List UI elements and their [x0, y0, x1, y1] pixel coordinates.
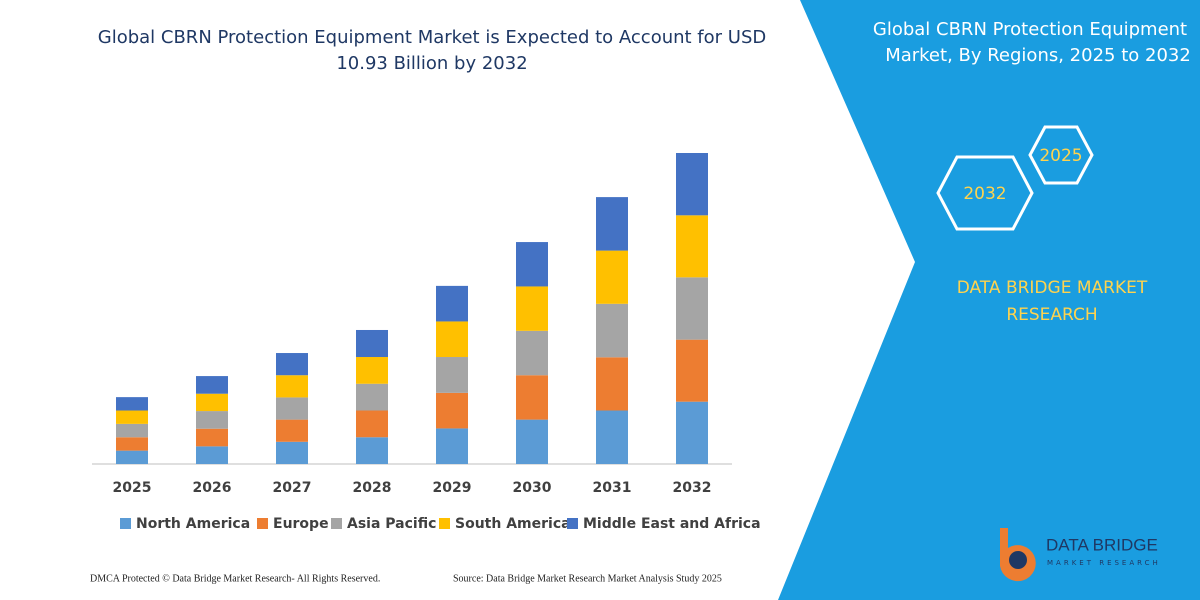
x-tick-label: 2026 [193, 480, 232, 496]
x-tick-label: 2029 [433, 480, 472, 496]
brand-text: RESEARCH [1006, 305, 1097, 325]
bar-segment [596, 250, 628, 304]
bar-segment [356, 437, 388, 464]
bar-segment [276, 441, 308, 464]
x-tick-label: 2031 [593, 480, 632, 496]
bar-segment [516, 242, 548, 287]
bar-segment [196, 446, 228, 464]
hexagon [1028, 125, 1094, 185]
bar-segment [516, 419, 548, 464]
bar-segment [196, 376, 228, 394]
legend-label: North America [136, 516, 250, 532]
legend-label: South America [455, 516, 571, 532]
bar-segment [116, 437, 148, 451]
bar-segment [436, 285, 468, 322]
legend-swatch [567, 518, 578, 529]
bar-segment [596, 410, 628, 464]
bar-segment [436, 357, 468, 393]
blue-panel [778, 0, 1200, 600]
bar-segment [116, 397, 148, 411]
panel-title: Market, By Regions, 2025 to 2032 [885, 45, 1191, 66]
x-tick-label: 2025 [113, 480, 152, 496]
bar-segment [116, 423, 148, 438]
legend-swatch [331, 518, 342, 529]
bar-segment [356, 357, 388, 384]
bar-segment [356, 410, 388, 438]
hexagon-label: 2032 [963, 184, 1006, 204]
bar-segment [276, 397, 308, 420]
bar-segment [356, 383, 388, 411]
bar-segment [676, 339, 708, 402]
bar-segment [676, 215, 708, 278]
x-tick-label: 2028 [353, 480, 392, 496]
bar-segment [516, 375, 548, 420]
bar-segment [116, 450, 148, 464]
brand-text: DATA BRIDGE MARKET [957, 278, 1148, 298]
logo: DATA BRIDGE MARKET RESEARCH [1000, 528, 1161, 582]
bar-segment [596, 303, 628, 358]
bar-segment [436, 321, 468, 358]
x-tick-label: 2030 [513, 480, 552, 496]
bar-segment [516, 286, 548, 331]
legend-swatch [257, 518, 268, 529]
hexagon-label: 2025 [1039, 146, 1082, 166]
logo-name: DATA BRIDGE [1046, 535, 1158, 554]
bar-segment [596, 197, 628, 251]
bar-segment [276, 419, 308, 442]
panel-title: Global CBRN Protection Equipment [873, 19, 1187, 40]
bar-segment [196, 428, 228, 447]
bar-segment [676, 153, 708, 216]
bar-segment [196, 411, 228, 429]
bar-segment [596, 357, 628, 411]
bar-segment [436, 428, 468, 464]
logo-tagline: MARKET RESEARCH [1047, 559, 1161, 567]
bar-segment [436, 392, 468, 429]
bar-segment [276, 353, 308, 376]
bar-segment [676, 277, 708, 340]
chart-title: 10.93 Billion by 2032 [336, 53, 527, 74]
legend-swatch [439, 518, 450, 529]
bar-segment [116, 410, 148, 424]
x-tick-label: 2027 [273, 480, 312, 496]
legend-swatch [120, 518, 131, 529]
logo-mark [1009, 551, 1027, 569]
bar-segment [676, 401, 708, 464]
legend-label: Middle East and Africa [583, 516, 761, 532]
hexagon [936, 155, 1034, 231]
legend-label: Europe [273, 516, 329, 532]
bar-segment [276, 375, 308, 398]
bar-segment [196, 393, 228, 412]
bar-segment [356, 329, 388, 358]
legend-label: Asia Pacific [347, 516, 436, 532]
footer-left: DMCA Protected © Data Bridge Market Rese… [90, 573, 380, 584]
footer-right: Source: Data Bridge Market Research Mark… [453, 573, 722, 584]
bar-segment [516, 330, 548, 376]
x-tick-label: 2032 [673, 480, 712, 496]
chart-title: Global CBRN Protection Equipment Market … [98, 27, 767, 48]
